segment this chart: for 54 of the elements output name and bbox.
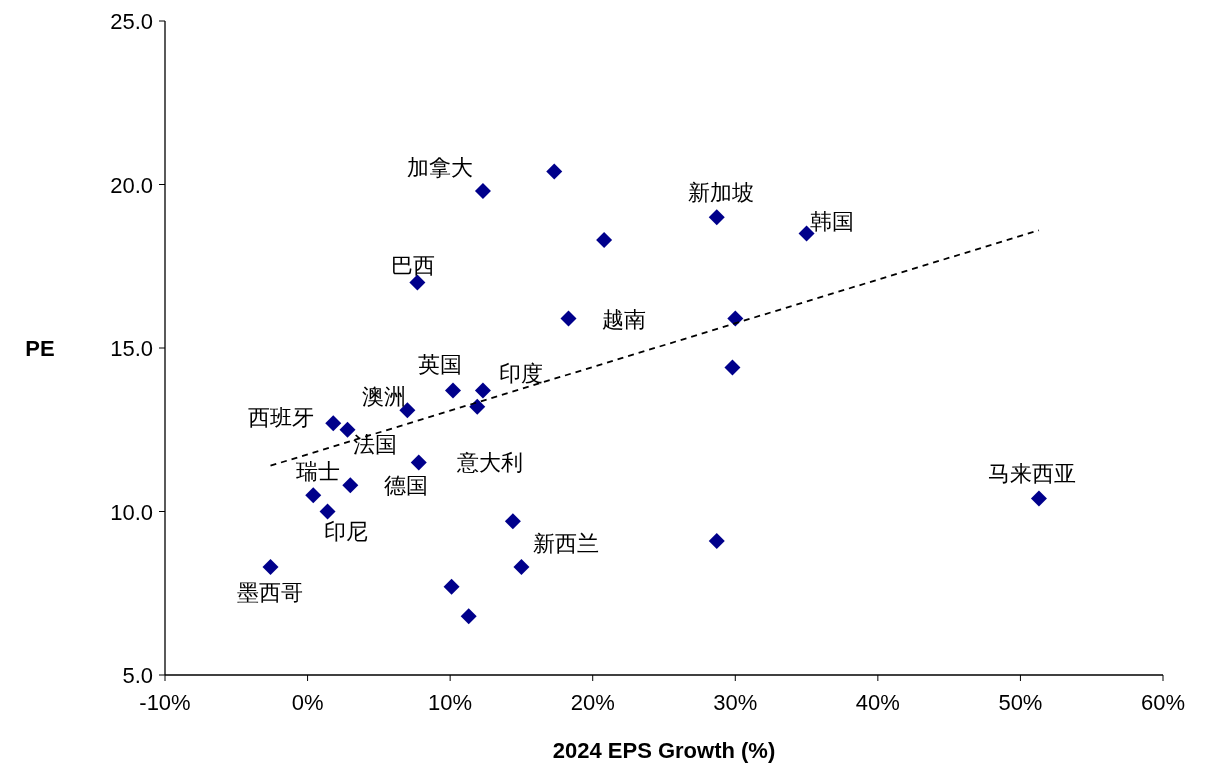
point: [560, 310, 577, 327]
point: [460, 608, 477, 625]
point: [474, 382, 491, 399]
point: [708, 209, 725, 226]
annotation: 新加坡: [687, 180, 754, 206]
y-tick-label: 15.0: [110, 336, 153, 361]
x-tick-label: 50%: [998, 690, 1043, 715]
annotation: 澳洲: [362, 384, 407, 410]
annotation: 瑞士: [296, 459, 341, 485]
point: [546, 163, 563, 180]
y-tick-label: 20.0: [110, 172, 153, 198]
annotation: 巴西: [391, 252, 436, 278]
annotation: 墨西哥: [236, 580, 303, 606]
annotation: 英国: [417, 351, 462, 377]
annotation: 印尼: [323, 518, 368, 544]
y-tick-label: 5.0: [122, 663, 153, 688]
annotation: 越南: [602, 306, 647, 332]
point: [443, 578, 460, 595]
annotation: 德国: [384, 473, 429, 499]
annotation: 法国: [353, 431, 398, 457]
point: [410, 454, 427, 471]
point: [596, 232, 613, 249]
point: [474, 183, 491, 200]
point: [325, 415, 342, 432]
y-tick-label: 10.0: [110, 499, 153, 525]
x-axis-title: 2024 EPS Growth (%): [552, 738, 776, 763]
point: [708, 532, 725, 549]
annotation: 意大利: [455, 450, 523, 476]
x-tick-label: 40%: [855, 690, 900, 715]
x-tick-label: 30%: [713, 690, 758, 715]
point: [724, 359, 741, 376]
annotation: 马来西亚: [987, 461, 1076, 487]
x-tick-label: 20%: [570, 690, 615, 715]
annotation: 西班牙: [248, 405, 315, 431]
point: [1030, 490, 1047, 507]
point: [513, 559, 530, 576]
x-tick-label: 0%: [291, 690, 324, 715]
point: [305, 487, 322, 504]
point: [262, 559, 279, 576]
point: [727, 310, 744, 327]
y-tick-label: 25.0: [110, 9, 153, 34]
x-tick-label: 10%: [428, 690, 473, 715]
point: [469, 398, 486, 415]
point: [444, 382, 461, 399]
point: [504, 513, 521, 530]
annotation: 加拿大: [406, 155, 473, 181]
y-axis-title: PE: [25, 336, 55, 361]
annotation: 印度: [498, 360, 543, 386]
x-tick-label: 60%: [1140, 690, 1186, 715]
annotation: 新西兰: [533, 531, 600, 557]
annotation: 韩国: [809, 208, 854, 234]
x-tick-label: -10%: [139, 690, 191, 715]
point: [319, 503, 336, 520]
point: [342, 477, 359, 494]
